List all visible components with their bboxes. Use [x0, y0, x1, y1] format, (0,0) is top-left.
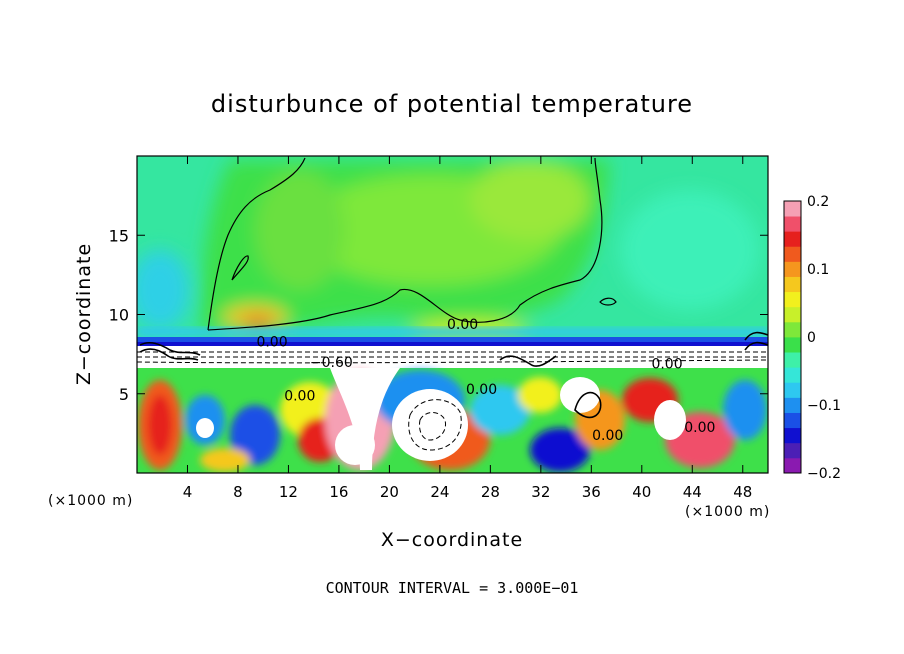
- x-axis-label: X−coordinate: [381, 529, 523, 551]
- x-tick-label: 12: [279, 483, 298, 501]
- contour-label: −0.60: [310, 355, 353, 371]
- x-unit-left: (×1000 m): [48, 493, 133, 509]
- colorbar-swatch: [784, 367, 801, 383]
- x-tick-label: 16: [329, 483, 348, 501]
- colorbar-swatch: [784, 231, 801, 247]
- x-unit-right: (×1000 m): [685, 504, 770, 520]
- x-tick-label: 28: [481, 483, 500, 501]
- colorbar-swatch: [784, 246, 801, 262]
- chart-title: disturbunce of potential temperature: [211, 90, 693, 118]
- colorbar-swatch: [784, 337, 801, 353]
- colorbar-tick-label: −0.1: [807, 398, 841, 414]
- x-tick-label: 8: [233, 483, 243, 501]
- x-axis: 4 8 12 16 20 24 28 32 36 40 44 48: [183, 156, 752, 501]
- colorbar-swatch: [784, 261, 801, 277]
- contour-label: 0.00: [447, 317, 478, 333]
- colorbar-swatch: [784, 427, 801, 444]
- colorbar-tick-label: 0.1: [807, 262, 829, 278]
- contour-interval-note: CONTOUR INTERVAL = 3.000E−01: [326, 579, 579, 597]
- colorbar-swatch: [784, 291, 801, 308]
- colorbar-swatch: [784, 276, 801, 293]
- y-tick-label: 10: [109, 306, 129, 325]
- colorbar-swatch: [784, 442, 801, 459]
- colorbar-tick-label: 0: [807, 330, 816, 346]
- colorbar-swatch: [784, 201, 801, 217]
- colorbar-swatch: [784, 352, 801, 368]
- y-axis-label: Z−coordinate: [73, 243, 95, 385]
- colorbar-tick-label: 0.2: [807, 194, 829, 210]
- colorbar-swatch: [784, 306, 801, 323]
- colorbar-frame: [783, 200, 802, 474]
- x-tick-label: 4: [183, 483, 193, 501]
- contour-label: 0.00: [684, 420, 715, 436]
- colorbar-swatch: [784, 382, 801, 398]
- x-tick-label: 40: [632, 483, 651, 501]
- contour-label: 0.00: [256, 334, 287, 350]
- colorbar-tick-label: −0.2: [807, 466, 841, 482]
- colorbar-swatch: [784, 216, 801, 232]
- colorbar-swatch: [784, 321, 801, 338]
- y-axis: 5 10 15: [109, 226, 768, 404]
- contour-label: 0.00: [284, 388, 315, 404]
- colorbar-swatch: [784, 457, 801, 474]
- x-tick-label: 32: [531, 483, 550, 501]
- contour-label: 0.00: [651, 357, 682, 373]
- x-tick-label: 20: [380, 483, 399, 501]
- x-tick-label: 24: [430, 483, 449, 501]
- contour-labels: 0.00 −0.60 0.00 0.00 0.00 0.00 0.00 0.00: [256, 317, 715, 444]
- colorbar-swatch: [784, 412, 801, 429]
- x-tick-label: 44: [683, 483, 702, 501]
- contour-label: 0.00: [592, 428, 623, 444]
- x-tick-label: 36: [582, 483, 601, 501]
- colorbar: 0.2 0.1 0 −0.1 −0.2: [783, 194, 841, 482]
- contour-label: 0.00: [466, 382, 497, 398]
- colorbar-swatch: [784, 397, 801, 413]
- y-tick-label: 5: [119, 385, 129, 404]
- y-tick-label: 15: [109, 226, 129, 245]
- plot-area: [137, 156, 768, 473]
- x-tick-label: 48: [733, 483, 752, 501]
